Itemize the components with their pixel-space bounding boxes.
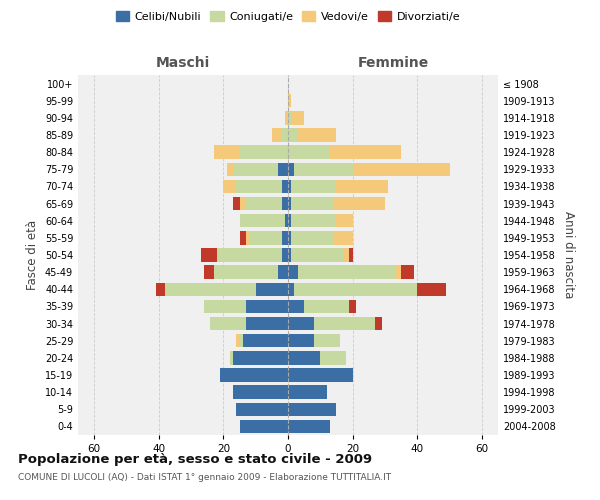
Legend: Celibi/Nubili, Coniugati/e, Vedovi/e, Divorziati/e: Celibi/Nubili, Coniugati/e, Vedovi/e, Di… [112, 7, 464, 26]
Bar [291, 197, 333, 210]
Bar [295, 162, 353, 176]
Bar [288, 334, 314, 347]
Bar [291, 231, 333, 244]
Bar [230, 351, 233, 364]
Bar [223, 180, 236, 193]
Bar [349, 248, 353, 262]
Bar [337, 214, 353, 228]
Bar [288, 402, 337, 416]
Bar [288, 300, 304, 313]
Bar [285, 214, 288, 228]
Bar [281, 197, 288, 210]
Bar [288, 146, 330, 159]
Bar [288, 266, 298, 279]
Bar [401, 266, 414, 279]
Bar [333, 197, 385, 210]
Bar [220, 368, 288, 382]
Bar [314, 334, 340, 347]
Bar [291, 180, 337, 193]
Bar [288, 282, 295, 296]
Bar [395, 266, 401, 279]
Bar [278, 266, 288, 279]
Bar [233, 351, 288, 364]
Bar [288, 162, 295, 176]
Bar [201, 248, 217, 262]
Bar [288, 317, 314, 330]
Bar [349, 300, 356, 313]
Bar [233, 386, 288, 399]
Bar [353, 162, 449, 176]
Bar [155, 282, 165, 296]
Y-axis label: Anni di nascita: Anni di nascita [562, 212, 575, 298]
Bar [330, 146, 401, 159]
Bar [204, 266, 214, 279]
Bar [288, 214, 291, 228]
Bar [239, 231, 246, 244]
Bar [375, 317, 382, 330]
Bar [288, 111, 291, 124]
Bar [236, 334, 239, 347]
Bar [239, 420, 288, 433]
Text: COMUNE DI LUCOLI (AQ) - Dati ISTAT 1° gennaio 2009 - Elaborazione TUTTITALIA.IT: COMUNE DI LUCOLI (AQ) - Dati ISTAT 1° ge… [18, 472, 391, 482]
Bar [256, 282, 288, 296]
Bar [233, 162, 278, 176]
Bar [281, 248, 288, 262]
Bar [214, 266, 278, 279]
Bar [288, 231, 291, 244]
Bar [288, 420, 330, 433]
Bar [304, 300, 349, 313]
Bar [165, 282, 256, 296]
Bar [204, 300, 246, 313]
Bar [281, 180, 288, 193]
Bar [288, 351, 320, 364]
Bar [243, 334, 288, 347]
Text: Femmine: Femmine [358, 56, 428, 70]
Bar [288, 368, 353, 382]
Bar [291, 214, 337, 228]
Bar [239, 146, 288, 159]
Bar [343, 248, 349, 262]
Bar [246, 317, 288, 330]
Bar [288, 94, 291, 108]
Bar [272, 128, 281, 141]
Bar [288, 128, 298, 141]
Bar [417, 282, 446, 296]
Bar [246, 197, 281, 210]
Bar [211, 317, 246, 330]
Bar [288, 197, 291, 210]
Text: Maschi: Maschi [156, 56, 210, 70]
Y-axis label: Fasce di età: Fasce di età [26, 220, 39, 290]
Bar [288, 180, 291, 193]
Bar [246, 231, 249, 244]
Bar [337, 180, 388, 193]
Bar [214, 146, 239, 159]
Bar [295, 282, 417, 296]
Bar [288, 386, 327, 399]
Bar [281, 231, 288, 244]
Bar [236, 402, 288, 416]
Bar [239, 334, 243, 347]
Bar [298, 128, 337, 141]
Bar [281, 128, 288, 141]
Bar [233, 197, 239, 210]
Bar [298, 266, 395, 279]
Bar [288, 248, 291, 262]
Bar [333, 231, 353, 244]
Bar [246, 300, 288, 313]
Bar [285, 111, 288, 124]
Bar [320, 351, 346, 364]
Bar [249, 231, 281, 244]
Bar [278, 162, 288, 176]
Bar [227, 162, 233, 176]
Bar [291, 111, 304, 124]
Bar [236, 180, 281, 193]
Bar [217, 248, 281, 262]
Bar [314, 317, 375, 330]
Bar [291, 248, 343, 262]
Text: Popolazione per età, sesso e stato civile - 2009: Popolazione per età, sesso e stato civil… [18, 452, 372, 466]
Bar [239, 197, 246, 210]
Bar [239, 214, 285, 228]
